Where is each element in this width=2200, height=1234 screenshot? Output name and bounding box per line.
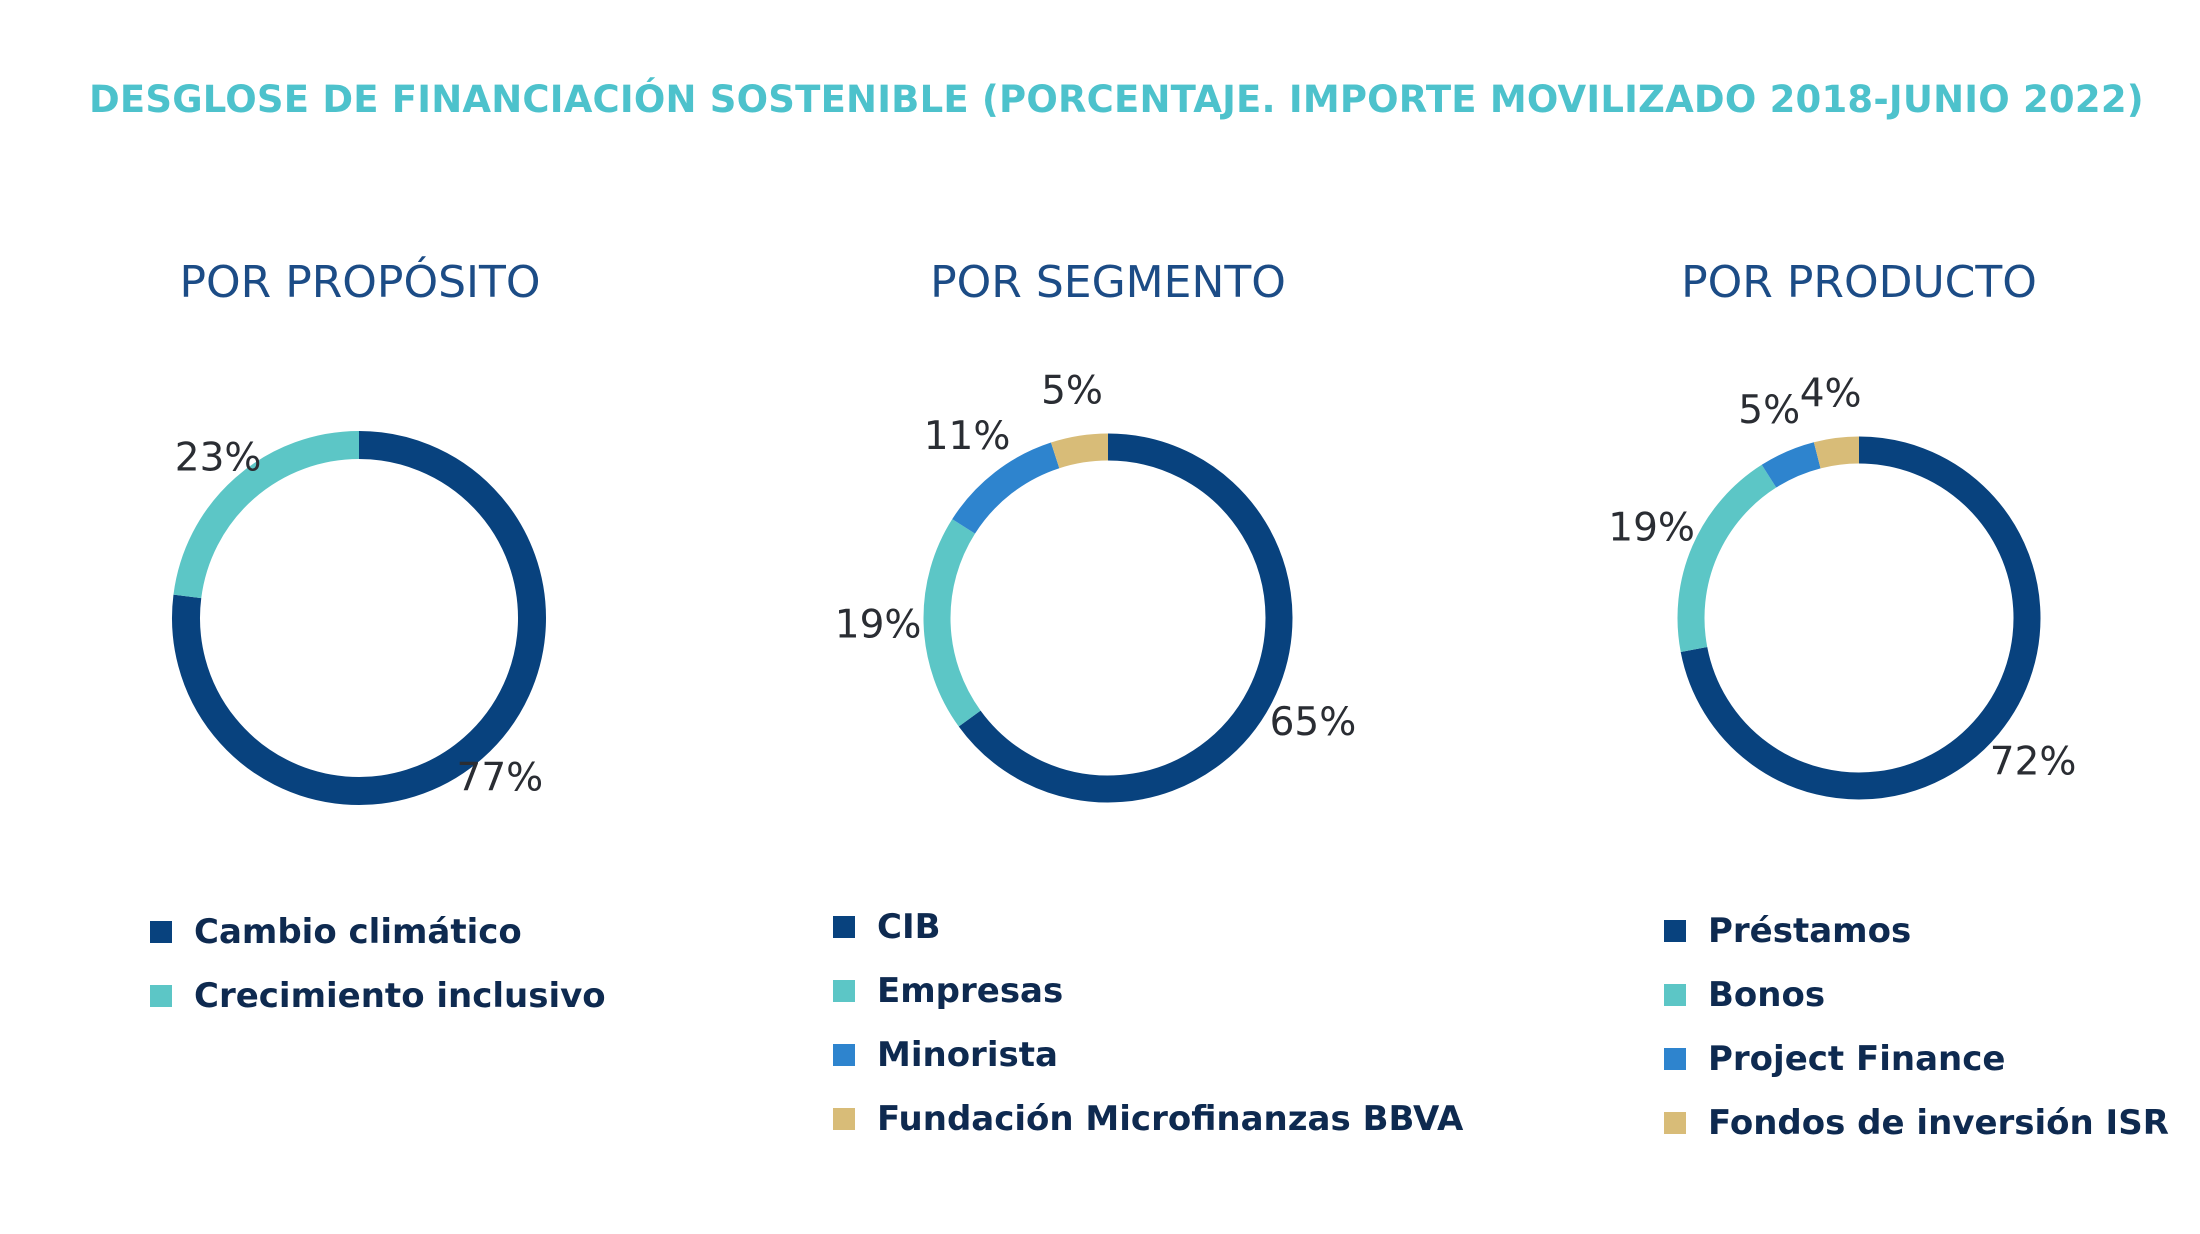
legend-label: Crecimiento inclusivo [194,976,606,1016]
legend-item: Minorista [833,1023,1463,1087]
slice-percent-label: 65% [1270,700,1357,745]
donut-slice-2 [173,431,360,599]
legend-swatch [1664,920,1686,942]
legend-swatch [833,1108,855,1130]
legend-item: Fondos de inversión ISR [1664,1091,2169,1155]
slice-percent-label: 5% [1041,368,1103,413]
legend-label: Fundación Microfinanzas BBVA [877,1099,1464,1139]
donut-slice-3 [952,442,1060,534]
panel-title: POR PROPÓSITO [179,257,541,308]
legend-item: Cambio climático [150,900,606,964]
legend-swatch [1664,1048,1686,1070]
slice-percent-label: 5% [1738,388,1800,433]
donut-chart-producto: 72% 19% 5% 4% [1608,371,2076,800]
legend-swatch [150,985,172,1007]
donut-slice-1 [958,433,1293,803]
slice-percent-label: 23% [175,436,262,481]
legend-item: CIB [833,895,1463,959]
donut-slice-1 [1680,436,2041,800]
legend-label: Project Finance [1708,1039,2006,1079]
slice-percent-label: 19% [1608,506,1695,551]
donut-slice-3 [1761,442,1821,488]
legend-swatch [833,980,855,1002]
panel-title: POR SEGMENTO [930,257,1286,308]
panel-title: POR PRODUCTO [1681,257,2037,308]
legend-swatch [150,921,172,943]
slice-percent-label: 77% [457,755,544,800]
legend-swatch [1664,984,1686,1006]
legend-label: Fondos de inversión ISR [1708,1103,2169,1143]
slice-percent-label: 72% [1990,740,2077,785]
legend-label: Minorista [877,1035,1058,1075]
donut-chart-proposito: 77% 23% [172,431,546,805]
legend-item: Project Finance [1664,1027,2169,1091]
legend-swatch [1664,1112,1686,1134]
legend-label: Bonos [1708,975,1826,1015]
legend-label: CIB [877,907,941,947]
donut-slice-4 [1813,436,1860,469]
legend-proposito: Cambio climático Crecimiento inclusivo [150,900,606,1028]
donut-slice-2 [1677,464,1777,653]
slice-percent-label: 4% [1800,371,1862,416]
legend-swatch [833,916,855,938]
legend-producto: Préstamos Bonos Project Finance Fondos d… [1664,899,2169,1155]
donut-slice-4 [1050,433,1109,469]
donut-chart-segmento: 65% 19% 11% 5% [835,368,1356,803]
legend-swatch [833,1044,855,1066]
panel-por-segmento: POR SEGMENTO 65% 19% 11% 5% [835,0,1356,1234]
panel-por-proposito: POR PROPÓSITO 77% 23% [155,0,565,1234]
legend-item: Crecimiento inclusivo [150,964,606,1028]
slice-percent-label: 19% [835,603,922,648]
legend-segmento: CIB Empresas Minorista Fundación Microfi… [833,895,1463,1151]
legend-item: Empresas [833,959,1463,1023]
legend-label: Cambio climático [194,912,522,952]
chart-main-title: DESGLOSE DE FINANCIACIÓN SOSTENIBLE (POR… [89,78,2144,121]
legend-item: Fundación Microfinanzas BBVA [833,1087,1463,1151]
panel-por-producto: POR PRODUCTO 72% 19% 5% 4% [1608,0,2076,1234]
slice-percent-label: 11% [924,414,1011,459]
legend-label: Empresas [877,971,1064,1011]
donut-slice-1 [172,431,546,805]
legend-item: Bonos [1664,963,2169,1027]
legend-item: Préstamos [1664,899,2169,963]
donut-slice-2 [923,519,981,727]
legend-label: Préstamos [1708,911,1912,951]
